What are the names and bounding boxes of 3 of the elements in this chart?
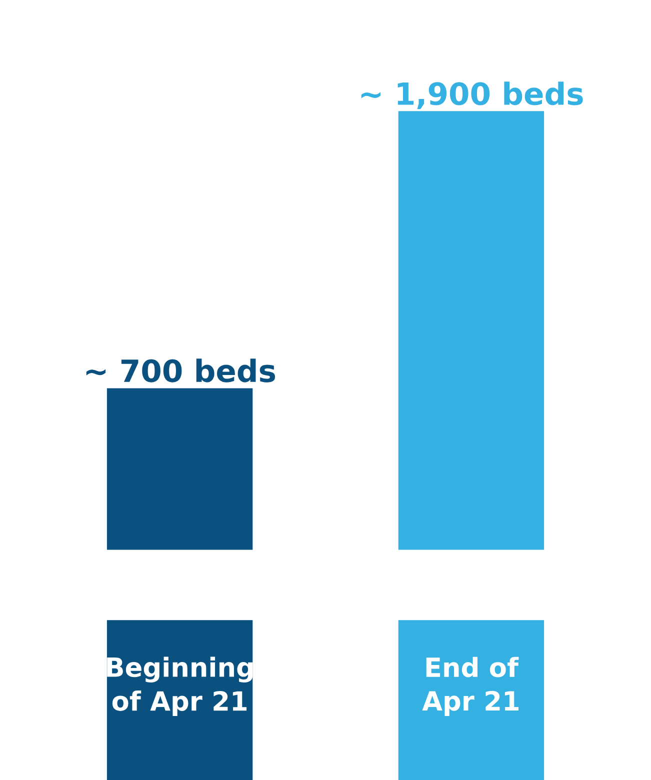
data-label: ~ 700 beds — [86, 358, 276, 382]
x-tick-label: End of Apr 21 — [422, 656, 519, 716]
data-label: ~ 1,900 beds — [361, 82, 583, 110]
